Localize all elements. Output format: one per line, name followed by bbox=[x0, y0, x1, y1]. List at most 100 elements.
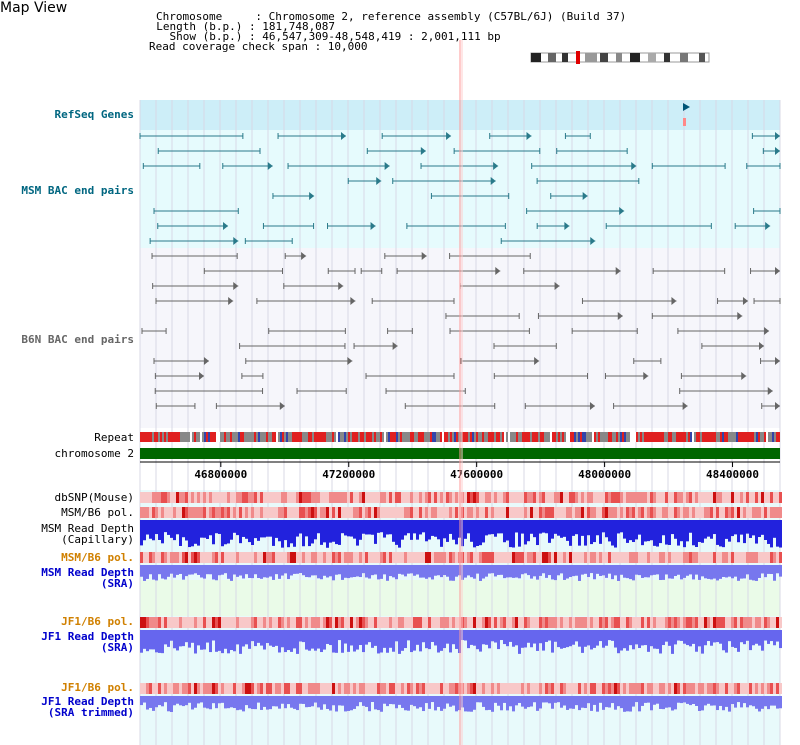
jf1-depth-sra-bar bbox=[548, 630, 551, 641]
dbsnp-strip-segment bbox=[698, 492, 701, 503]
jf1-b6-pol-segment bbox=[410, 617, 413, 628]
track-label-jf1-b6-pol-trimmed[interactable]: JF1/B6 pol. bbox=[61, 681, 134, 694]
msm-depth-sra-bar bbox=[383, 565, 386, 575]
jf1-b6-pol-trimmed-segment bbox=[626, 683, 629, 694]
dbsnp-strip-segment bbox=[380, 492, 383, 503]
repeat-segment bbox=[394, 432, 396, 442]
msm-b6-pol-sra-segment bbox=[551, 552, 554, 563]
msm-depth-sra-bar bbox=[506, 565, 509, 578]
repeat-segment bbox=[614, 432, 616, 442]
jf1-b6-pol-trimmed-segment bbox=[365, 683, 368, 694]
dbsnp-strip-segment bbox=[413, 492, 416, 503]
msm-b6-pol-sra-segment bbox=[278, 552, 281, 563]
jf1-depth-sra-bar bbox=[587, 630, 590, 646]
jf1-b6-pol-segment bbox=[521, 617, 524, 628]
repeat-segment bbox=[670, 432, 672, 442]
track-label-chromosome[interactable]: chromosome 2 bbox=[54, 447, 134, 460]
jf1-depth-sra-bar bbox=[155, 630, 158, 653]
msm-b6-pol-capillary-segment bbox=[611, 507, 614, 518]
track-label-b6n-bac-end-pairs[interactable]: B6N BAC end pairs bbox=[21, 333, 134, 346]
dbsnp-strip-segment bbox=[374, 492, 377, 503]
repeat-segment bbox=[628, 432, 630, 442]
jf1-b6-pol-segment bbox=[518, 617, 521, 628]
msm-b6-pol-sra-segment bbox=[161, 552, 164, 563]
repeat-segment bbox=[554, 432, 556, 442]
chromosome-ideogram[interactable] bbox=[530, 51, 710, 64]
jf1-b6-pol-segment bbox=[761, 617, 764, 628]
track-label-jf1-read-depth-sra-trimmed[interactable]: JF1 Read Depth (SRA trimmed) bbox=[41, 695, 134, 719]
jf1-depth-sra-bar bbox=[644, 630, 647, 646]
track-label-msm-bac-end-pairs[interactable]: MSM BAC end pairs bbox=[21, 184, 134, 197]
msm-b6-pol-capillary-segment bbox=[425, 507, 428, 518]
track-label-refseq-genes[interactable]: RefSeq Genes bbox=[54, 108, 134, 121]
msm-depth-sra-bar bbox=[764, 565, 767, 578]
track-label-msm-b6-pol-sra[interactable]: MSM/B6 pol. bbox=[61, 551, 134, 564]
jf1-depth-trimmed-bar bbox=[350, 696, 353, 711]
jf1-b6-pol-segment bbox=[299, 617, 302, 628]
msm-b6-pol-sra-segment bbox=[629, 552, 632, 563]
jf1-depth-trimmed-bar bbox=[611, 696, 614, 704]
msm-b6-pol-sra-segment bbox=[731, 552, 734, 563]
dbsnp-strip-segment bbox=[623, 492, 626, 503]
jf1-b6-pol-trimmed-segment bbox=[548, 683, 551, 694]
dbsnp-strip-segment bbox=[497, 492, 500, 503]
msm-b6-pol-sra-segment bbox=[713, 552, 716, 563]
msm-depth-sra-bar bbox=[671, 565, 674, 579]
jf1-b6-pol-trimmed-segment bbox=[329, 683, 332, 694]
msm-depth-capillary-bar bbox=[713, 520, 716, 535]
msm-b6-pol-capillary-segment bbox=[371, 507, 374, 518]
msm-b6-pol-capillary-segment bbox=[284, 507, 287, 518]
track-label-jf1-read-depth-sra[interactable]: JF1 Read Depth (SRA) bbox=[41, 630, 134, 654]
msm-depth-sra-bar bbox=[695, 565, 698, 575]
msm-depth-sra-bar bbox=[407, 565, 410, 574]
msm-b6-pol-capillary-segment bbox=[515, 507, 518, 518]
track-label-dbsnp[interactable]: dbSNP(Mouse) bbox=[54, 491, 134, 504]
repeat-segment bbox=[702, 432, 704, 442]
jf1-b6-pol-segment bbox=[512, 617, 515, 628]
jf1-depth-trimmed-bar bbox=[227, 696, 230, 709]
track-label-jf1-b6-pol[interactable]: JF1/B6 pol. bbox=[61, 615, 134, 628]
dbsnp-strip-segment bbox=[563, 492, 566, 503]
track-label-msm-read-depth-capillary[interactable]: MSM Read Depth (Capillary) bbox=[41, 522, 134, 546]
msm-b6-pol-sra-segment bbox=[674, 552, 677, 563]
jf1-b6-pol-segment bbox=[668, 617, 671, 628]
jf1-depth-trimmed-bar bbox=[566, 696, 569, 710]
jf1-depth-trimmed-bar bbox=[653, 696, 656, 705]
jf1-depth-trimmed-bar bbox=[185, 696, 188, 706]
jf1-depth-sra-bar bbox=[617, 630, 620, 654]
msm-depth-sra-bar bbox=[581, 565, 584, 575]
repeat-segment bbox=[526, 432, 528, 442]
msm-depth-capillary-bar bbox=[770, 520, 773, 548]
jf1-depth-trimmed-bar bbox=[176, 696, 179, 704]
track-label-repeat[interactable]: Repeat bbox=[94, 431, 134, 444]
msm-b6-pol-sra-segment bbox=[416, 552, 419, 563]
msm-depth-capillary-bar bbox=[146, 520, 149, 535]
repeat-segment bbox=[478, 432, 480, 442]
msm-b6-pol-sra-segment bbox=[179, 552, 182, 563]
repeat-segment bbox=[498, 432, 500, 442]
msm-depth-sra-bar bbox=[515, 565, 518, 578]
jf1-b6-pol-trimmed-segment bbox=[497, 683, 500, 694]
jf1-b6-pol-segment bbox=[575, 617, 578, 628]
msm-b6-pol-sra-segment bbox=[158, 552, 161, 563]
jf1-b6-pol-segment bbox=[194, 617, 197, 628]
msm-depth-capillary-bar bbox=[491, 520, 494, 535]
track-label-msm-read-depth-sra[interactable]: MSM Read Depth (SRA) bbox=[41, 566, 134, 590]
jf1-b6-pol-trimmed-segment bbox=[419, 683, 422, 694]
jf1-depth-sra-bar bbox=[395, 630, 398, 642]
repeat-segment bbox=[770, 432, 772, 442]
jf1-b6-pol-segment bbox=[689, 617, 692, 628]
msm-b6-pol-capillary-segment bbox=[365, 507, 368, 518]
repeat-segment bbox=[544, 432, 546, 442]
msm-b6-pol-capillary-segment bbox=[725, 507, 728, 518]
repeat-segment bbox=[306, 432, 308, 442]
repeat-segment bbox=[170, 432, 172, 442]
jf1-b6-pol-segment bbox=[713, 617, 716, 628]
msm-b6-pol-capillary-segment bbox=[167, 507, 170, 518]
track-label-msm-b6-pol-capillary[interactable]: MSM/B6 pol. bbox=[61, 506, 134, 519]
jf1-b6-pol-segment bbox=[287, 617, 290, 628]
jf1-depth-trimmed-bar bbox=[698, 696, 701, 711]
dbsnp-strip-segment bbox=[611, 492, 614, 503]
jf1-depth-sra-bar bbox=[401, 630, 404, 651]
